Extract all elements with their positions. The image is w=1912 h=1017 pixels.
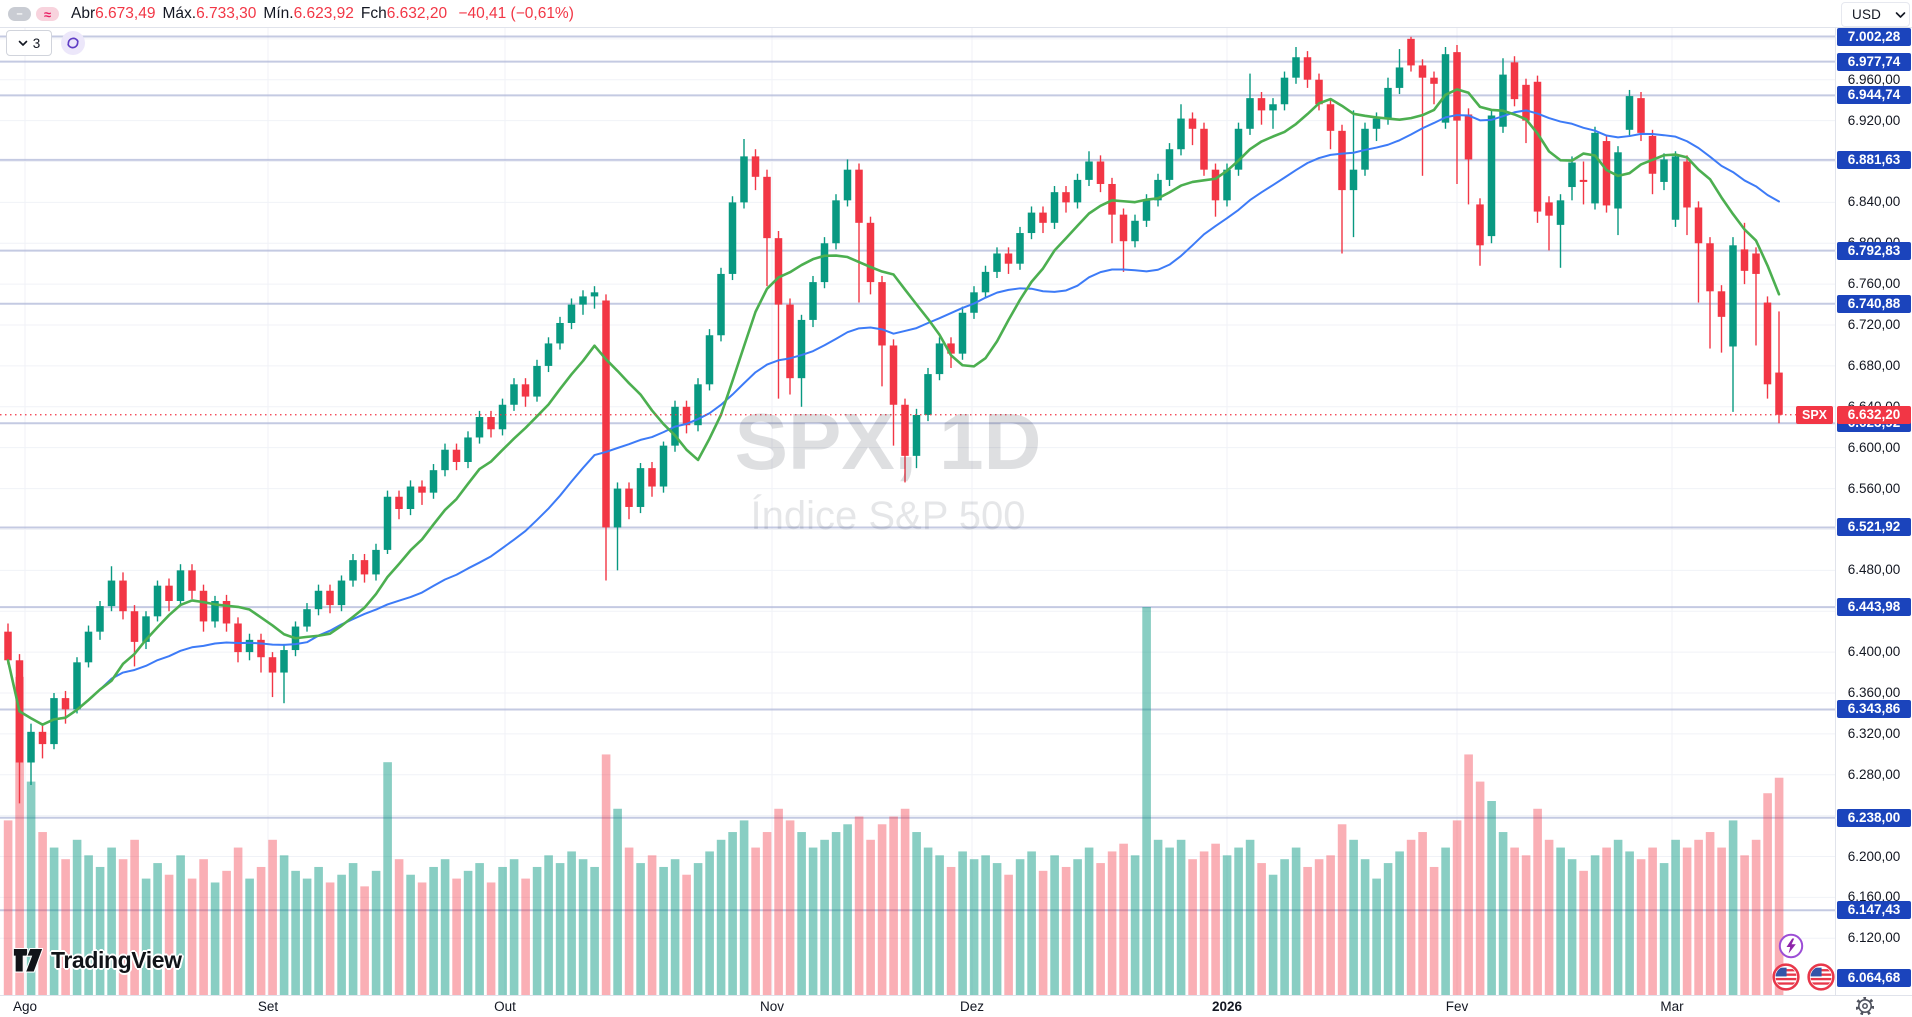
approx-value-pill[interactable]: ≈ xyxy=(36,7,59,22)
time-axis-month-label: Ago xyxy=(12,999,38,1014)
price-tick-label: 6.920,00 xyxy=(1847,112,1901,128)
interval-dropdown[interactable]: 3 xyxy=(6,30,52,56)
price-level-label: 6.881,63 xyxy=(1837,150,1911,169)
price-level-label: 6.521,92 xyxy=(1837,518,1911,537)
price-tick-label: 6.320,00 xyxy=(1847,725,1901,741)
price-tick-label: 6.160,00 xyxy=(1847,889,1901,905)
price-tick-label: 6.200,00 xyxy=(1847,848,1901,864)
price-tick-label: 6.840,00 xyxy=(1847,194,1901,210)
chart-toolbar-row: 3 xyxy=(6,30,85,56)
time-axis-month-label: Dez xyxy=(959,999,985,1014)
close-value: 6.632,20 xyxy=(386,5,448,22)
price-axis-divider xyxy=(1835,27,1836,995)
high-label: Máx. xyxy=(162,5,197,22)
us-flag-event-icon[interactable] xyxy=(1807,963,1835,991)
price-level-label: 6.238,00 xyxy=(1837,808,1911,827)
price-level-label: 6.792,83 xyxy=(1837,241,1911,260)
price-tick-label: 6.120,00 xyxy=(1847,930,1901,946)
current-price-label: 6.632,20 xyxy=(1837,405,1911,424)
currency-value: USD xyxy=(1852,7,1882,22)
symbol-price-tag: SPX xyxy=(1796,405,1833,424)
price-tick-label: 6.680,00 xyxy=(1847,357,1901,373)
time-axis-month-label: 2026 xyxy=(1211,999,1243,1014)
price-tick-label: 6.960,00 xyxy=(1847,71,1901,87)
time-axis[interactable]: Ago Set Out Nov Dez 2026 Fev Mar xyxy=(0,995,1912,1017)
time-axis-month-label: Mar xyxy=(1660,999,1684,1014)
price-tick-label: 6.600,00 xyxy=(1847,439,1901,455)
currency-dropdown[interactable]: USD xyxy=(1841,2,1910,27)
price-tick-label: 6.360,00 xyxy=(1847,684,1901,700)
price-axis[interactable] xyxy=(1836,28,1912,995)
time-axis-month-label: Set xyxy=(257,999,279,1014)
header-divider xyxy=(0,27,1912,28)
tradingview-logo-icon xyxy=(13,948,43,973)
price-tick-label: 6.720,00 xyxy=(1847,317,1901,333)
level-lines-layer xyxy=(0,35,1835,912)
volume-layer xyxy=(3,607,1784,995)
time-axis-settings-gear-icon[interactable] xyxy=(1856,997,1874,1015)
open-label: Abr xyxy=(71,5,96,22)
refresh-icon xyxy=(67,37,79,49)
time-axis-month-label: Nov xyxy=(759,999,785,1014)
price-level-label: 6.064,68 xyxy=(1837,969,1911,987)
refresh-button[interactable] xyxy=(61,31,85,55)
us-flag-event-icon[interactable] xyxy=(1772,963,1800,991)
chevron-down-icon xyxy=(18,40,28,46)
series-style-pill[interactable]: – xyxy=(8,7,31,21)
open-value: 6.673,49 xyxy=(95,5,156,22)
high-value: 6.733,30 xyxy=(196,5,257,22)
price-tick-label: 6.400,00 xyxy=(1847,644,1901,660)
interval-value: 3 xyxy=(32,35,41,51)
price-tick-label: 6.480,00 xyxy=(1847,562,1901,578)
change-value: −40,41 (−0,61%) xyxy=(458,5,574,22)
chevron-down-icon xyxy=(1895,11,1906,18)
time-axis-month-label: Fev xyxy=(1445,999,1469,1014)
price-level-label: 6.147,43 xyxy=(1837,901,1911,920)
price-level-label: 7.002,28 xyxy=(1837,27,1911,46)
price-tick-label: 6.760,00 xyxy=(1847,276,1901,292)
price-level-label: 6.977,74 xyxy=(1837,52,1911,71)
price-level-label: 6.443,98 xyxy=(1837,598,1911,617)
close-label: Fch xyxy=(360,5,387,22)
price-level-label: 6.343,86 xyxy=(1837,700,1911,719)
tradingview-logo-text: TradingView xyxy=(51,947,182,973)
tradingview-logo[interactable]: TradingView xyxy=(13,947,182,974)
price-tick-label: 6.560,00 xyxy=(1847,480,1901,496)
price-level-label: 6.740,88 xyxy=(1837,294,1911,313)
ohlc-legend: – ≈ Abr 6.673,49 Máx. 6.733,30 Mín. 6.623,9… xyxy=(8,4,574,24)
candles-layer xyxy=(4,36,1783,804)
low-value: 6.623,92 xyxy=(293,5,354,22)
price-tick-label: 6.280,00 xyxy=(1847,766,1901,782)
time-axis-month-label: Out xyxy=(494,999,516,1014)
price-level-label: 6.944,74 xyxy=(1837,86,1911,105)
earnings-lightning-icon[interactable] xyxy=(1778,933,1804,959)
low-label: Mín. xyxy=(263,5,294,22)
ma-lines-layer xyxy=(6,88,1781,726)
